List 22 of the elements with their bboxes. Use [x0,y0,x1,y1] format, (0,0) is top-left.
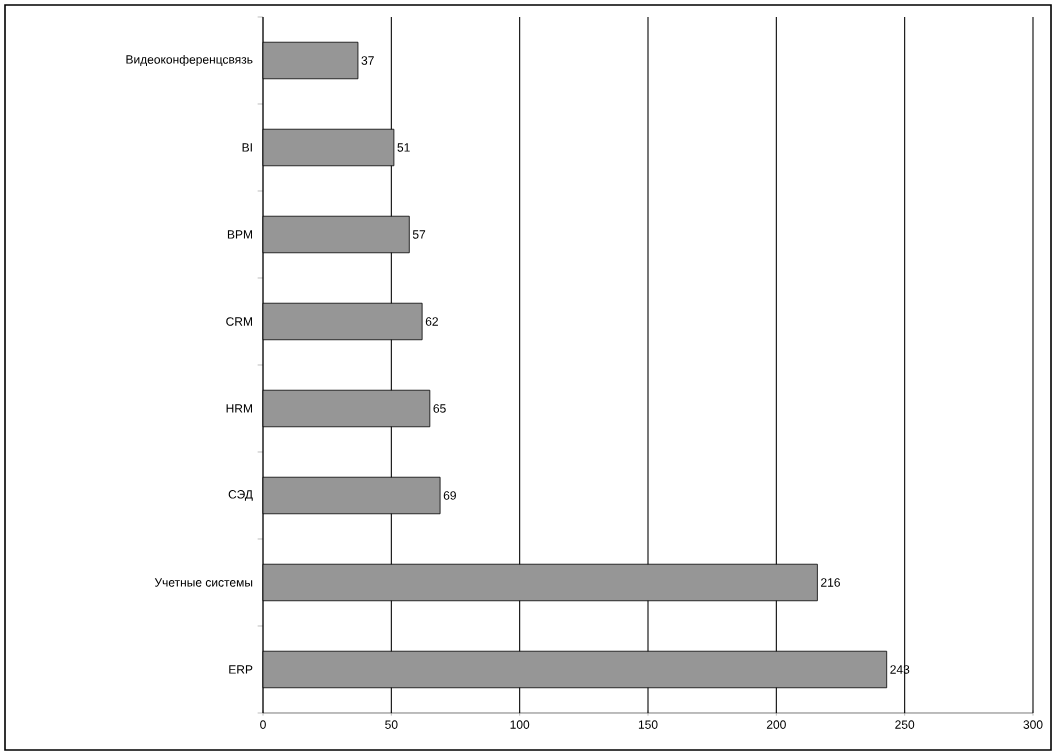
x-tick-label: 50 [385,720,398,729]
data-label: 216 [821,578,840,587]
x-tick-label: 100 [510,720,530,729]
y-tick-label: BPM [227,230,252,239]
x-tick-label: 150 [638,720,658,729]
x-tick-label: 300 [1023,720,1043,729]
x-tick-label: 0 [260,720,266,729]
y-tick-label: СЭД [228,490,253,501]
y-tick-label: Учетные системы [154,578,253,587]
data-label: 69 [443,491,456,500]
data-label: 62 [425,317,438,326]
y-tick-label: BI [242,143,252,152]
data-label: 51 [397,143,410,152]
y-tick-label: CRM [226,317,252,326]
data-label: 37 [361,56,374,65]
data-label: 65 [433,404,446,413]
x-tick-label: 250 [895,720,915,729]
data-label: 57 [412,230,426,239]
y-tick-label: Видеоконференцсвязь [126,54,253,67]
y-tick-label: ERP [229,665,253,674]
y-tick-label: HRM [226,404,252,413]
x-tick-label: 200 [766,720,786,729]
